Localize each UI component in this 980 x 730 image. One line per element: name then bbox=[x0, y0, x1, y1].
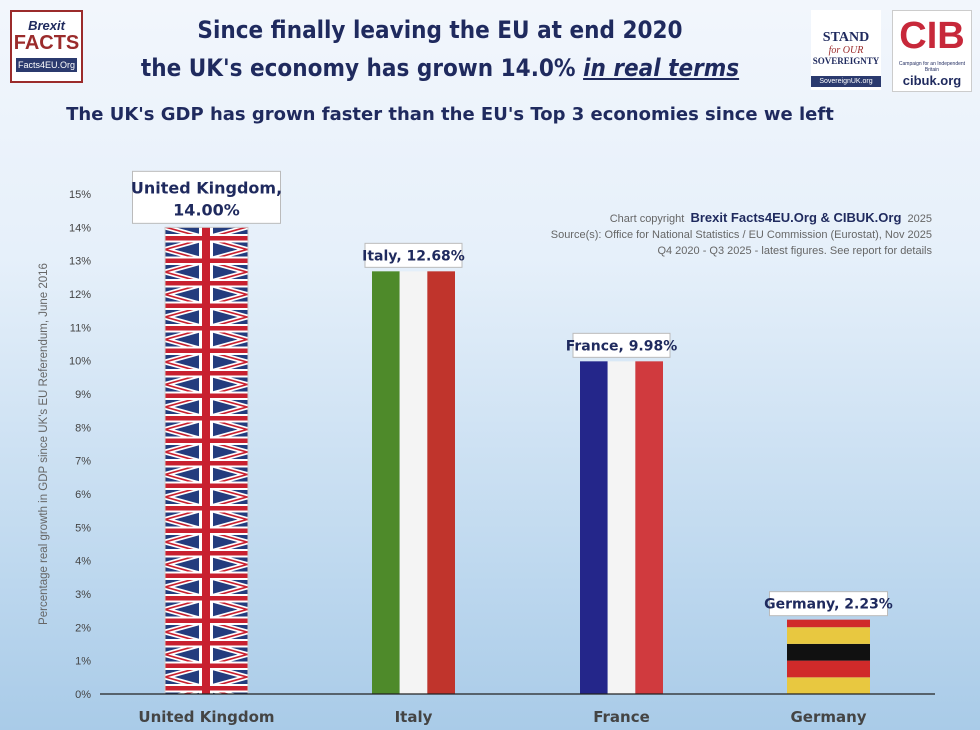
data-label: Italy, 12.68% bbox=[362, 248, 465, 264]
logo-tagline: Campaign for an Independent Britain bbox=[898, 61, 966, 73]
y-tick-label: 3% bbox=[75, 589, 91, 601]
y-tick-label: 7% bbox=[75, 456, 91, 468]
y-tick-label: 0% bbox=[75, 689, 91, 701]
data-label-box bbox=[769, 591, 888, 617]
bar-stripe bbox=[635, 361, 663, 694]
logo-name: FACTS bbox=[13, 32, 80, 54]
bar-stripe bbox=[787, 627, 870, 644]
bar-stripe bbox=[607, 361, 636, 694]
logo-line: for OUR bbox=[828, 45, 864, 56]
bar-germany: Germany, 2.23% bbox=[764, 591, 893, 694]
credit-source: Source(s): Office for National Statistic… bbox=[550, 229, 932, 241]
logo-line: SOVEREIGNTY bbox=[812, 56, 880, 66]
x-tick-label: France bbox=[593, 708, 650, 726]
credit-owner: Brexit Facts4EU.Org & CIBUK.Org bbox=[690, 210, 902, 225]
title-line-1: Since finally leaving the EU at end 2020 bbox=[197, 16, 683, 44]
bar-stripe bbox=[787, 619, 870, 628]
data-label: Germany, 2.23% bbox=[764, 597, 893, 613]
y-tick-label: 11% bbox=[70, 322, 91, 334]
logo-url: Facts4EU.Org bbox=[16, 58, 77, 72]
subtitle: The UK's GDP has grown faster than the E… bbox=[66, 104, 834, 125]
y-tick-label: 2% bbox=[75, 622, 91, 634]
y-tick-label: 14% bbox=[69, 222, 91, 234]
cibuk-logo: CIB Campaign for an Independent Britain … bbox=[892, 10, 972, 92]
credit-note: Q4 2020 - Q3 2025 - latest figures. See … bbox=[657, 245, 932, 257]
bar-stripe bbox=[787, 660, 870, 678]
y-tick-label: 6% bbox=[75, 489, 91, 501]
title-prefix: the UK's economy has grown 14.0% bbox=[140, 54, 584, 82]
y-tick-label: 8% bbox=[75, 422, 91, 434]
bar-france: France, 9.98% bbox=[566, 332, 678, 694]
y-tick-label: 10% bbox=[69, 356, 91, 368]
y-tick-label: 9% bbox=[75, 389, 91, 401]
bar-italy: Italy, 12.68% bbox=[362, 242, 465, 694]
stand-sovereignty-logo: STAND for OUR SOVEREIGNTY SovereignUK.or… bbox=[811, 10, 881, 90]
logo-brand: Brexit bbox=[28, 18, 65, 33]
data-label-box bbox=[572, 332, 671, 358]
title-line-2: the UK's economy has grown 14.0% in real… bbox=[120, 54, 760, 82]
data-label-box bbox=[364, 242, 463, 268]
chart-credit: Chart copyright Brexit Facts4EU.Org & CI… bbox=[551, 210, 932, 259]
y-axis-label: Percentage real growth in GDP since UK's… bbox=[38, 263, 50, 625]
brexit-facts-logo: Brexit FACTS Facts4EU.Org bbox=[10, 10, 83, 83]
y-tick-label: 4% bbox=[75, 556, 91, 568]
bar-stripe bbox=[399, 271, 428, 694]
y-tick-label: 15% bbox=[69, 189, 91, 201]
logo-url: SovereignUK.org bbox=[811, 76, 881, 87]
credit-year: 2025 bbox=[907, 213, 932, 225]
x-tick-label: Italy bbox=[395, 708, 433, 726]
bar-stripe bbox=[372, 271, 400, 694]
bar-stripe bbox=[580, 361, 608, 694]
credit-prefix: Chart copyright bbox=[609, 213, 685, 225]
bar-united-kingdom: United Kingdom, 14.00% bbox=[131, 170, 282, 695]
logo-url: cibuk.org bbox=[902, 73, 962, 88]
logo-mark: CIB bbox=[899, 15, 965, 57]
x-tick-label: Germany bbox=[790, 708, 866, 726]
bar-stripe bbox=[787, 643, 870, 661]
y-tick-label: 1% bbox=[75, 656, 91, 668]
data-label: United Kingdom, bbox=[131, 178, 282, 197]
y-tick-label: 12% bbox=[69, 289, 91, 301]
bar-fill bbox=[164, 226, 249, 695]
bar-stripe bbox=[787, 677, 870, 694]
title-emphasis: in real terms bbox=[583, 54, 740, 82]
bar-stripe bbox=[427, 271, 455, 694]
data-label: France, 9.98% bbox=[566, 338, 678, 354]
y-tick-label: 13% bbox=[69, 256, 91, 268]
data-label: 14.00% bbox=[173, 200, 240, 219]
y-tick-label: 5% bbox=[75, 522, 91, 534]
data-label-box bbox=[132, 170, 281, 224]
logo-line: STAND bbox=[822, 30, 870, 45]
x-tick-label: United Kingdom bbox=[138, 708, 274, 726]
